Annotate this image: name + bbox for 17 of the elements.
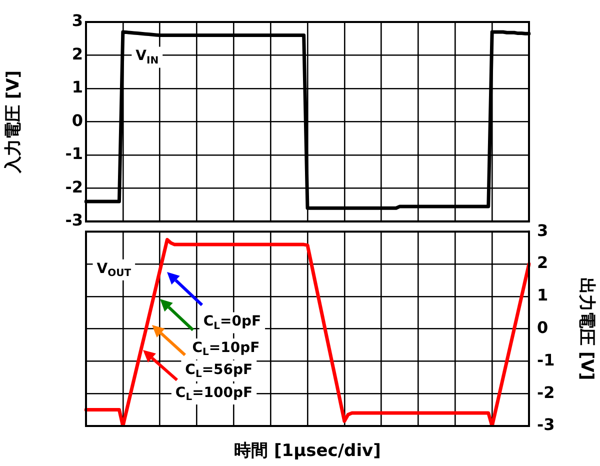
y-tick-label: 1 — [72, 78, 83, 97]
y-tick-label: -2 — [65, 177, 83, 196]
y-tick-label: -2 — [537, 382, 555, 402]
y-tick-label: 1 — [537, 286, 548, 305]
y-tick-label: 0 — [537, 318, 548, 337]
y-tick-label: 3 — [537, 220, 548, 240]
y-axis-title: 入力電圧 [V] — [4, 70, 24, 174]
y-tick-label: -3 — [537, 415, 555, 434]
y-tick-label: 3 — [72, 11, 83, 30]
y2-axis-title: 出力電圧 [V] — [576, 277, 596, 380]
y-tick-label: -1 — [65, 144, 83, 164]
y-tick-label: -3 — [65, 210, 83, 230]
y-tick-label: 2 — [72, 44, 83, 64]
x-axis-title: 時間 [1μsec/div] — [234, 441, 381, 462]
y-tick-label: 0 — [72, 110, 83, 130]
y-tick-label: 2 — [537, 253, 548, 272]
y-tick-label: -1 — [537, 350, 555, 370]
